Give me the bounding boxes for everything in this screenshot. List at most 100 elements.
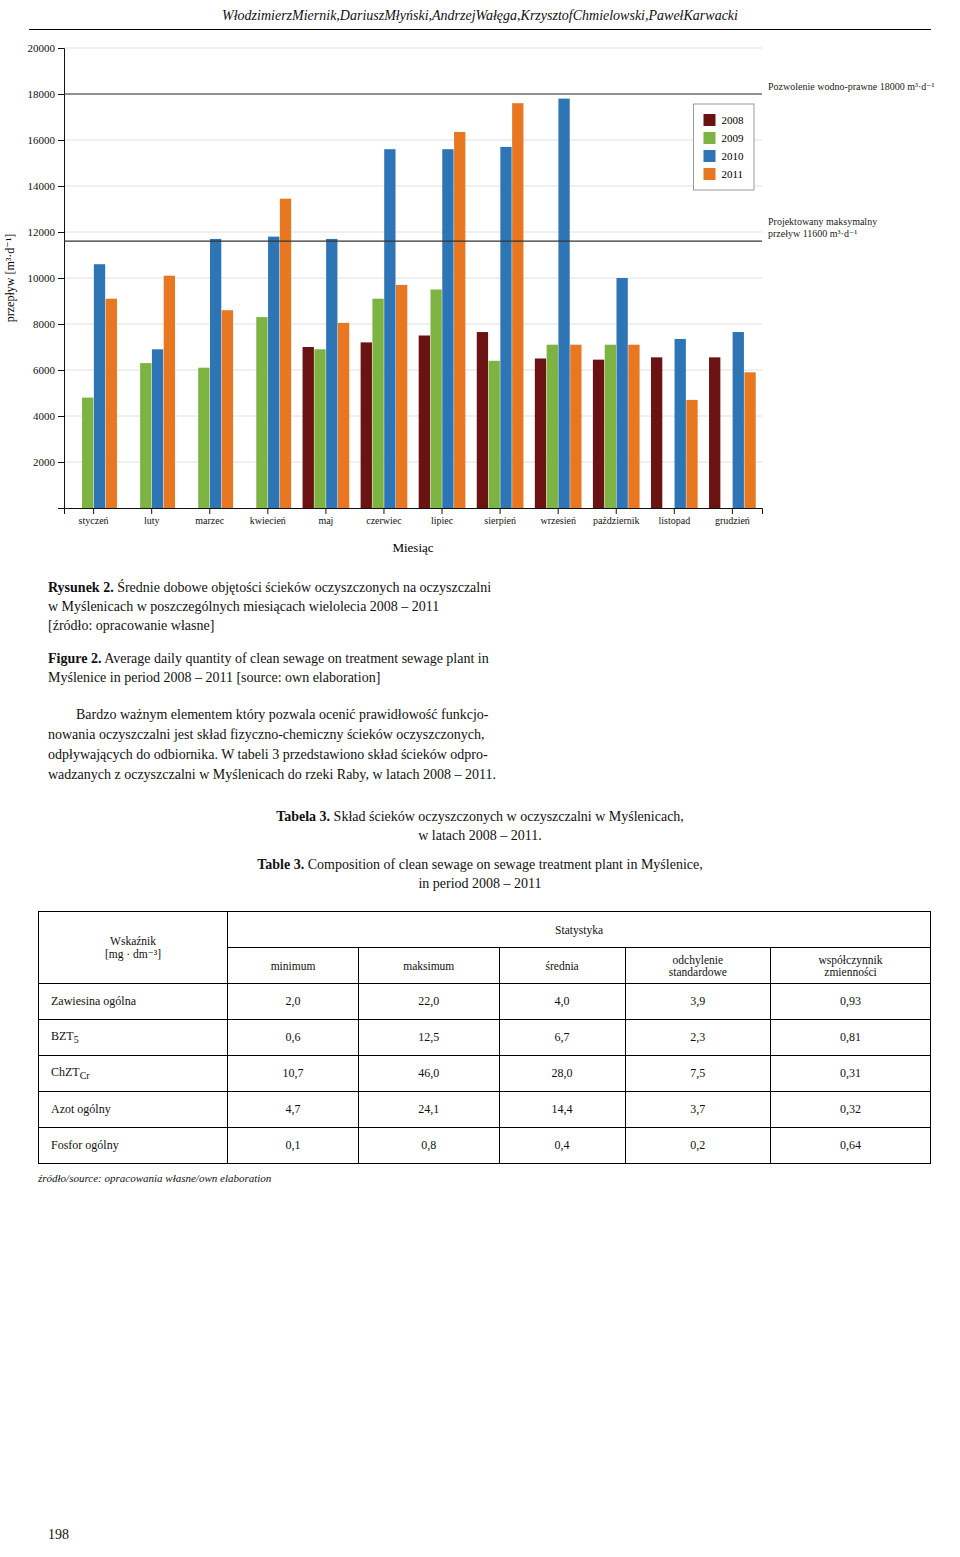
x-tick-label: październik — [593, 515, 640, 526]
bar — [512, 103, 523, 508]
y-tick: 12000 — [28, 226, 65, 238]
x-tick-label: marzec — [195, 515, 224, 526]
x-tick: lipiec — [431, 508, 454, 526]
table-cell: 3,7 — [625, 1092, 770, 1128]
bar — [361, 342, 372, 508]
bar — [535, 359, 546, 509]
grid-line — [64, 140, 762, 141]
bar — [430, 290, 441, 509]
table-cell: 0,4 — [499, 1128, 625, 1164]
legend-label: 2008 — [722, 114, 745, 126]
bar — [500, 147, 511, 508]
table-cell-text: BZT — [51, 1029, 74, 1043]
table-cell: 46,0 — [358, 1056, 499, 1092]
bar — [152, 349, 163, 508]
bar — [314, 349, 325, 508]
x-tick: czerwiec — [366, 508, 402, 526]
x-tick: wrzesień — [540, 508, 576, 526]
caption-text: Średnie dobowe objętości ścieków oczyszc… — [48, 580, 491, 633]
y-tick-mark — [58, 462, 64, 463]
bar-series — [106, 103, 756, 508]
bar — [82, 398, 93, 508]
table-cell: 2,3 — [625, 1020, 770, 1056]
table-cell: 0,1 — [228, 1128, 359, 1164]
x-tick: grudzień — [715, 508, 750, 526]
bar — [326, 239, 337, 508]
reference-line — [64, 241, 762, 242]
bar — [558, 99, 569, 508]
y-tick-label: 10000 — [28, 272, 56, 284]
y-tick: 18000 — [28, 88, 65, 100]
legend-label: 2011 — [722, 168, 744, 180]
y-tick: 8000 — [33, 318, 64, 330]
table-cell: 4,0 — [499, 984, 625, 1020]
y-tick-label: 12000 — [28, 226, 56, 238]
table-cell: Fosfor ogólny — [39, 1128, 228, 1164]
x-tick-label: styczeń — [79, 515, 109, 526]
x-tick-label: lipiec — [431, 515, 454, 526]
x-tick-mark — [616, 508, 617, 514]
table-group-header: Statystyka — [228, 912, 931, 948]
table-col-header: odchylenie standardowe — [625, 948, 770, 984]
x-tick-label: maj — [318, 515, 333, 526]
legend-swatch — [704, 114, 716, 126]
x-tick: maj — [318, 508, 333, 526]
table-row: Fosfor ogólny0,10,80,40,20,64 — [39, 1128, 931, 1164]
y-tick-mark — [58, 416, 64, 417]
table-header-text: Wskaźnik — [110, 935, 156, 947]
bar — [222, 310, 233, 508]
x-tick-label: wrzesień — [540, 515, 576, 526]
grid-line — [64, 232, 762, 233]
x-tick: styczeń — [79, 508, 109, 526]
bar — [616, 278, 627, 508]
x-tick-mark — [151, 508, 152, 514]
bar — [186, 508, 197, 509]
x-tick: luty — [144, 508, 160, 526]
y-tick-label: 16000 — [28, 134, 56, 146]
legend-item: 2010 — [704, 150, 745, 162]
annotation-label: Pozwolenie wodno-prawne 18000 m³·d⁻¹ — [768, 81, 935, 92]
annotations: Pozwolenie wodno-prawne 18000 m³·d⁻¹Proj… — [768, 81, 935, 239]
bar — [744, 372, 755, 508]
y-tick-label: 6000 — [33, 364, 56, 376]
bar — [651, 357, 662, 508]
bar — [128, 508, 139, 509]
table-cell: 22,0 — [358, 984, 499, 1020]
grid-line — [64, 48, 762, 49]
table-header-row: minimummaksimumśredniaodchylenie standar… — [39, 948, 931, 984]
x-tick: listopad — [658, 508, 690, 526]
bar — [244, 508, 255, 509]
x-tick-mark — [500, 508, 501, 514]
table: Wskaźnik[mg · dm⁻³]Statystykaminimummaks… — [38, 911, 931, 1164]
y-axis: 2000400060008000100001200014000160001800… — [28, 42, 65, 508]
table-cell: 3,9 — [625, 984, 770, 1020]
y-tick-mark — [58, 370, 64, 371]
table-cell: ChZTCr — [39, 1056, 228, 1092]
bar — [570, 345, 581, 508]
caption: Figure 2. Average daily quantity of clea… — [48, 649, 912, 687]
table-cell: 7,5 — [625, 1056, 770, 1092]
y-tick-label: 18000 — [28, 88, 56, 100]
caption-bold: Tabela 3. — [276, 809, 330, 824]
table-cell: 24,1 — [358, 1092, 499, 1128]
bar — [303, 347, 314, 508]
bar — [70, 508, 81, 509]
caption-text: Skład ścieków oczyszczonych w oczyszczal… — [330, 809, 684, 843]
bar — [164, 276, 175, 508]
table-row: Zawiesina ogólna2,022,04,03,90,93 — [39, 984, 931, 1020]
table-row: BZT50,612,56,72,30,81 — [39, 1020, 931, 1056]
chart: 2000400060008000100001200014000160001800… — [0, 30, 960, 570]
table-col-header: maksimum — [358, 948, 499, 984]
caption: Rysunek 2. Średnie dobowe objętości ście… — [48, 578, 912, 635]
paragraph: Bardzo ważnym elementem który pozwala oc… — [48, 705, 912, 785]
y-tick-mark — [58, 48, 64, 49]
annotation-line: przeływ 11600 m³·d⁻¹ — [768, 228, 857, 239]
bar — [419, 336, 430, 509]
table-cell: BZT5 — [39, 1020, 228, 1056]
table-row: Azot ogólny4,724,114,43,70,32 — [39, 1092, 931, 1128]
bar — [280, 199, 291, 508]
table-cell: 6,7 — [499, 1020, 625, 1056]
y-tick-label: 8000 — [33, 318, 56, 330]
y-tick: 10000 — [28, 272, 65, 284]
bar — [605, 345, 616, 508]
